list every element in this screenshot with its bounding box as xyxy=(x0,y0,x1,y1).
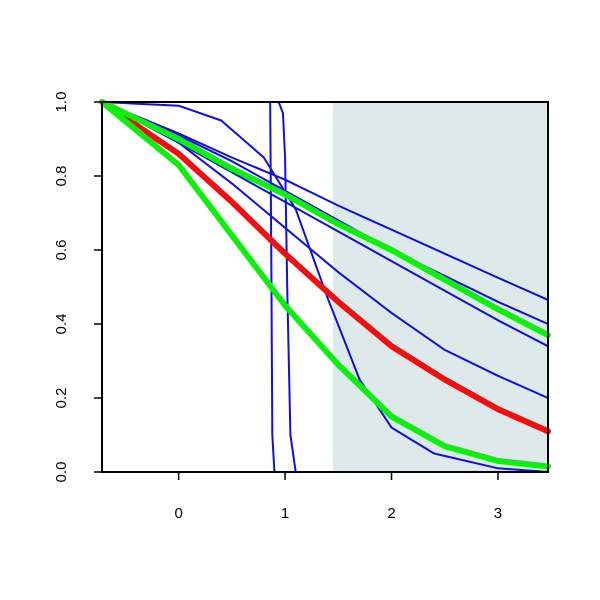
series-line-green-9 xyxy=(99,99,551,339)
y-tick-label: 0.8 xyxy=(53,166,70,187)
series-line-blue-6 xyxy=(101,101,549,301)
series-line-green-8 xyxy=(99,99,551,470)
y-tick-label: 0.2 xyxy=(53,388,70,409)
y-tick-label: 1.0 xyxy=(53,92,70,113)
x-tick-label: 0 xyxy=(174,505,182,522)
series-line-blue-2 xyxy=(101,101,549,473)
series-line-red-7 xyxy=(99,99,551,435)
x-tick-label: 1 xyxy=(281,505,289,522)
y-tick-label: 0.6 xyxy=(53,240,70,261)
series-line-blue-5 xyxy=(101,101,549,325)
shaded-region xyxy=(332,102,548,472)
y-axis: 0.0 0.2 0.4 0.6 0.8 1.0 xyxy=(53,92,102,483)
y-tick-label: 0.4 xyxy=(53,314,70,335)
x-tick-label: 2 xyxy=(387,505,395,522)
series-line-blue-1 xyxy=(101,101,549,473)
series-line-blue-4 xyxy=(101,101,549,348)
x-tick-label: 3 xyxy=(494,505,502,522)
plot-frame xyxy=(101,101,549,473)
y-tick-label: 0.0 xyxy=(53,462,70,483)
series-layer xyxy=(99,99,551,473)
series-line-blue-3 xyxy=(101,101,549,399)
x-axis: 0 1 2 3 xyxy=(174,472,502,522)
